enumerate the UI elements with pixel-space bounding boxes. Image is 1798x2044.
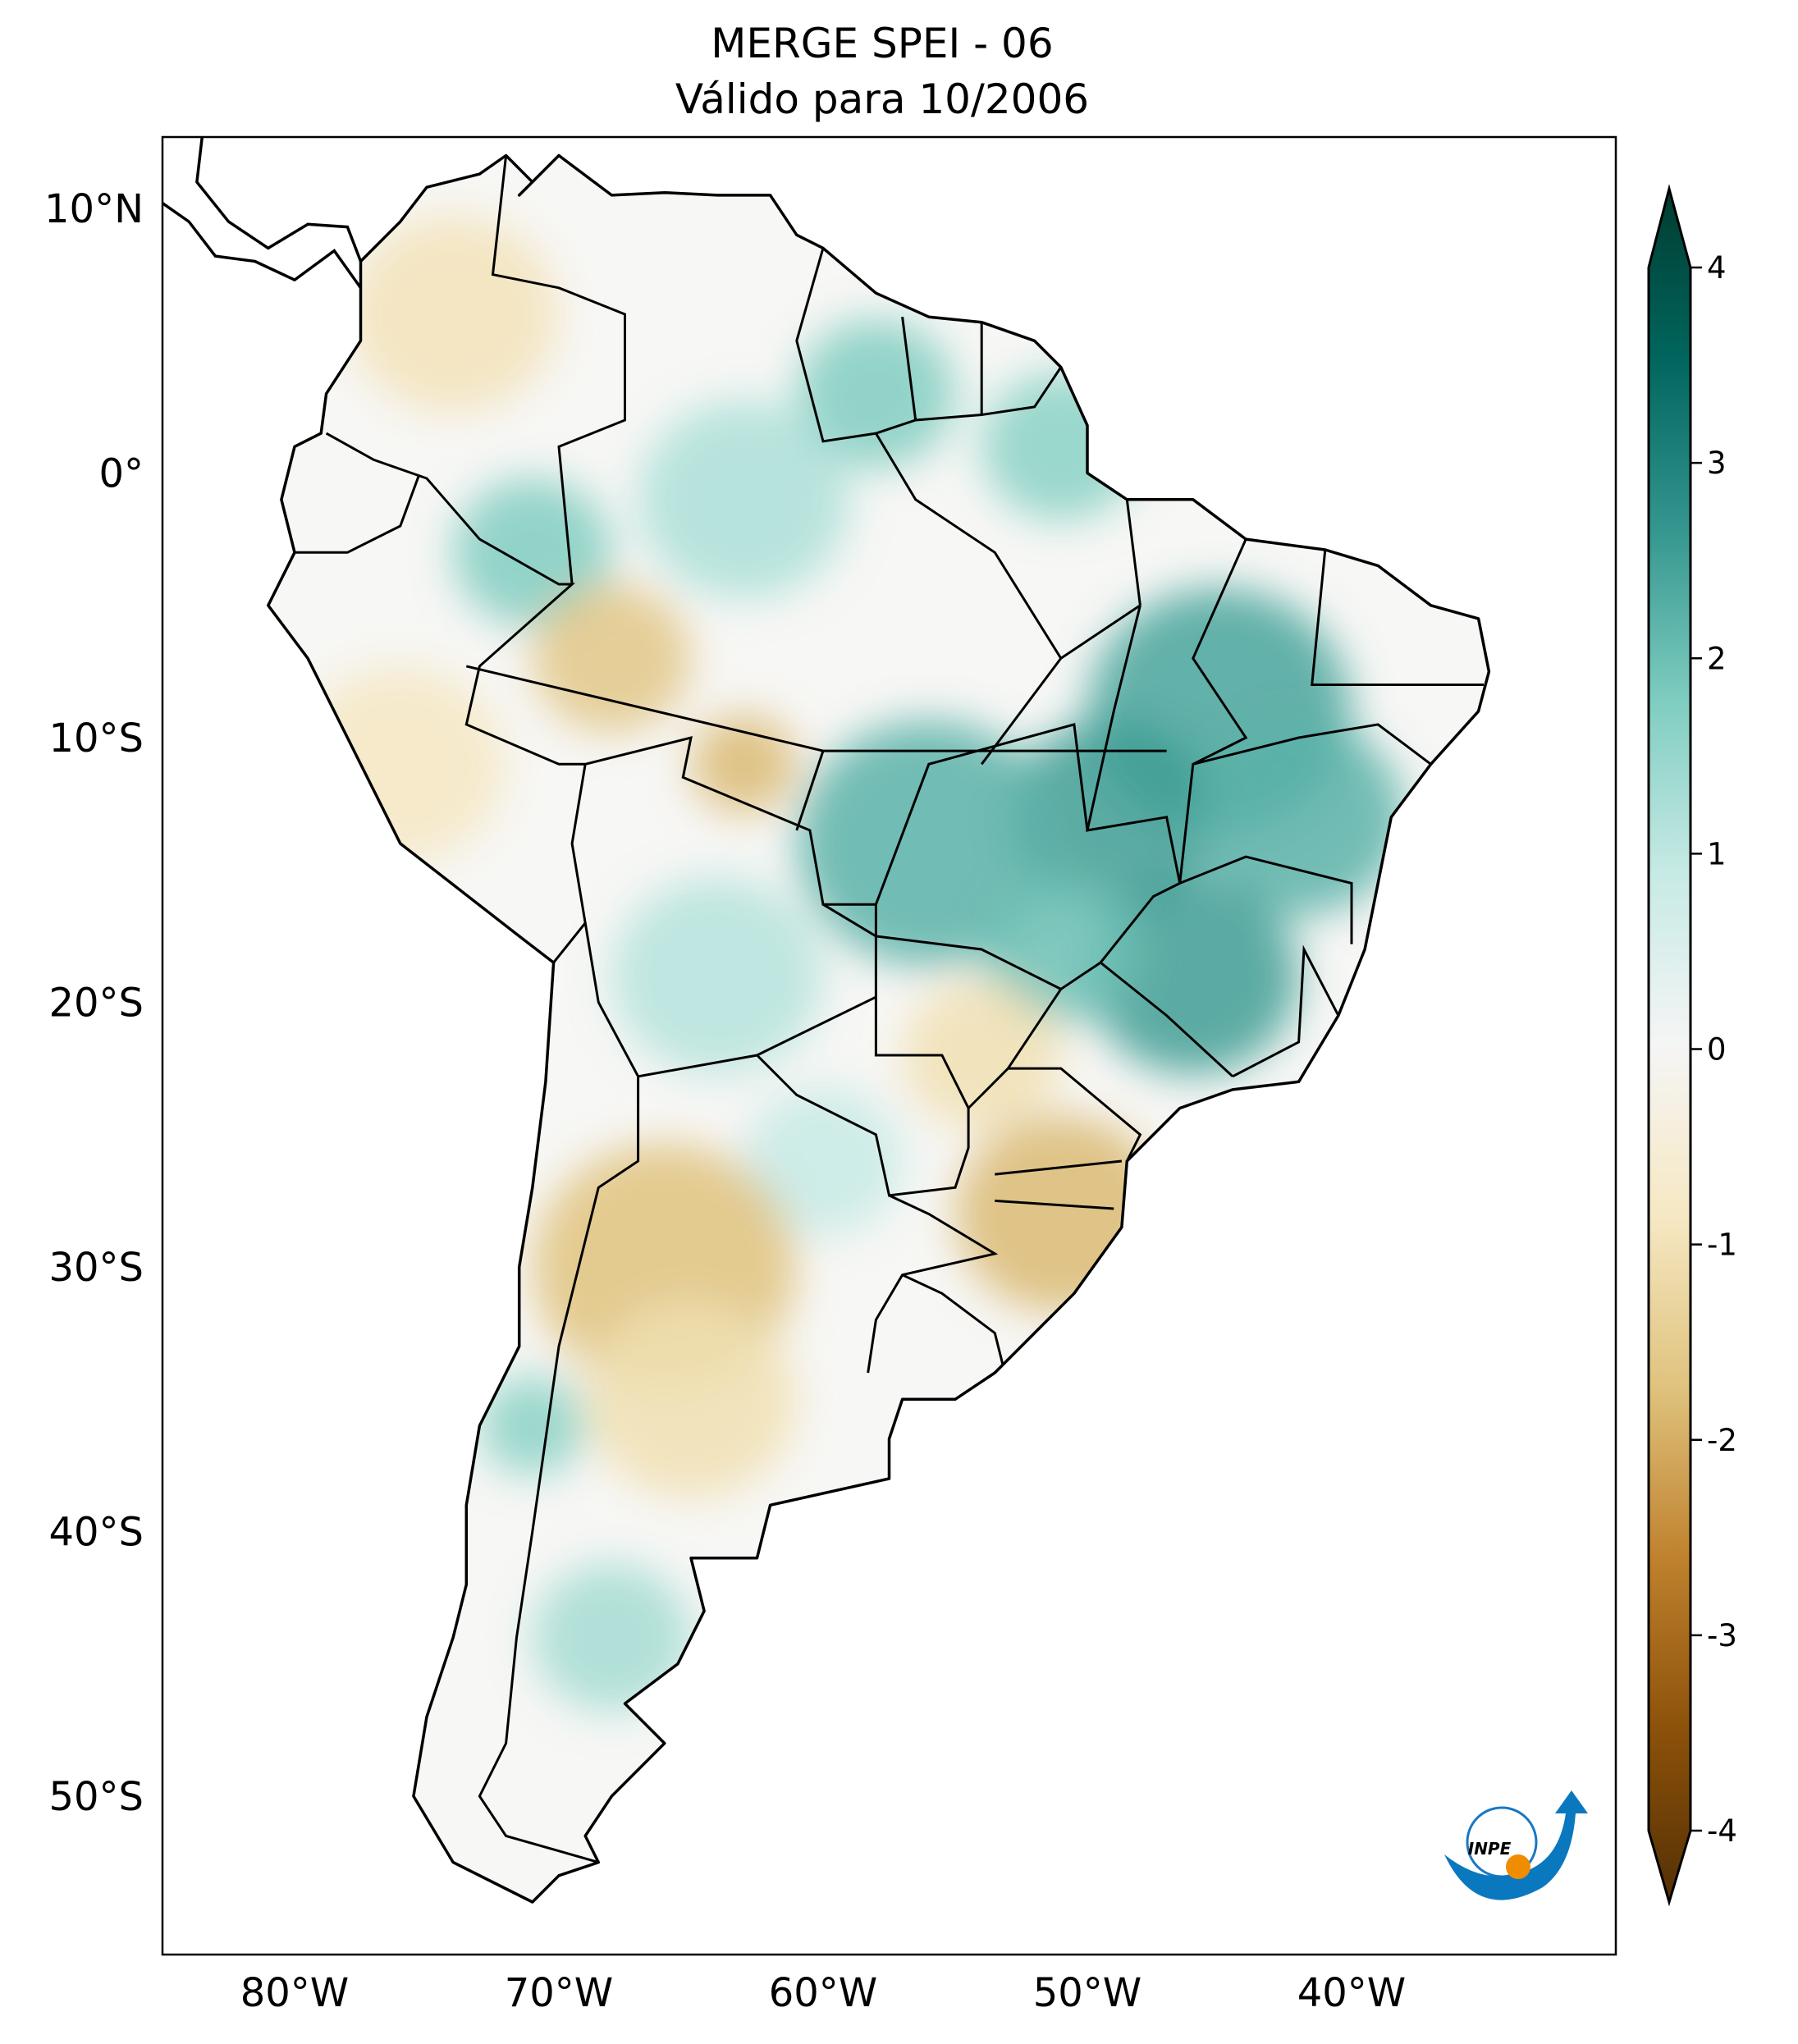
spei-anomaly <box>586 1301 796 1498</box>
colorbar-tick-label: 3 <box>1707 446 1727 481</box>
x-axis: 80°W 70°W 60°W 50°W 40°W <box>240 1970 1407 2016</box>
colorbar: 4 3 2 1 0 -1 -2 -3 -4 <box>1647 184 1737 1907</box>
colorbar-tick-label: 4 <box>1707 250 1727 286</box>
colorbar-tick-label: -3 <box>1707 1618 1737 1653</box>
spei-anomaly <box>744 1087 902 1235</box>
coastline <box>267 153 1491 1904</box>
spei-anomaly <box>981 373 1140 521</box>
colorbar-tick-label: -2 <box>1707 1423 1737 1458</box>
x-tick-label: 40°W <box>1297 1970 1407 2016</box>
country-borders <box>295 155 1484 1864</box>
y-tick-label: 40°S <box>48 1510 144 1556</box>
y-tick-label: 0° <box>98 451 144 497</box>
spei-anomaly <box>453 478 611 627</box>
spei-anomaly <box>533 584 691 733</box>
x-tick-label: 60°W <box>769 1970 878 2016</box>
inpe-logo: INPE <box>1444 1790 1588 1900</box>
spei-anomaly <box>533 1563 691 1712</box>
spei-anomaly <box>479 1376 585 1475</box>
colorbar-tick-label: 2 <box>1707 641 1727 676</box>
colorbar-tick-label: 1 <box>1707 836 1727 871</box>
spei-anomaly <box>348 216 559 413</box>
logo-sun-icon <box>1506 1854 1530 1879</box>
colorbar-body <box>1647 184 1692 1907</box>
y-tick-label: 30°S <box>48 1245 144 1291</box>
spei-anomaly <box>691 715 797 814</box>
spei-anomaly <box>638 400 849 598</box>
colorbar-tick-label: -1 <box>1707 1228 1737 1263</box>
x-tick-label: 50°W <box>1033 1970 1142 2016</box>
map-subtitle: Válido para 10/2006 <box>675 75 1089 123</box>
spei-anomaly <box>981 876 1140 1023</box>
y-tick-label: 20°S <box>48 981 144 1027</box>
y-axis: 10°N 0° 10°S 20°S 30°S 40°S 50°S <box>44 186 144 1820</box>
y-tick-label: 50°S <box>48 1774 144 1820</box>
central-america-coast <box>162 137 363 289</box>
spei-anomaly <box>903 981 1061 1129</box>
map-area <box>162 137 1491 1904</box>
spei-anomaly <box>1009 718 1219 916</box>
x-tick-label: 80°W <box>240 1970 350 2016</box>
logo-text: INPE <box>1468 1839 1512 1859</box>
colorbar-tick-label: -4 <box>1707 1813 1737 1849</box>
map-title: MERGE SPEI - 06 <box>711 20 1053 67</box>
x-tick-label: 70°W <box>505 1970 614 2016</box>
map-frame <box>161 135 1617 1956</box>
colorbar-tick-label: 0 <box>1707 1032 1727 1068</box>
spei-anomaly <box>1193 718 1404 916</box>
y-tick-label: 10°N <box>44 186 144 232</box>
spei-anomaly <box>797 319 955 468</box>
logo-swoosh-icon <box>1444 1790 1588 1900</box>
y-tick-label: 10°S <box>48 716 144 761</box>
spei-anomaly <box>1087 877 1298 1075</box>
spei-anomaly <box>612 877 823 1075</box>
